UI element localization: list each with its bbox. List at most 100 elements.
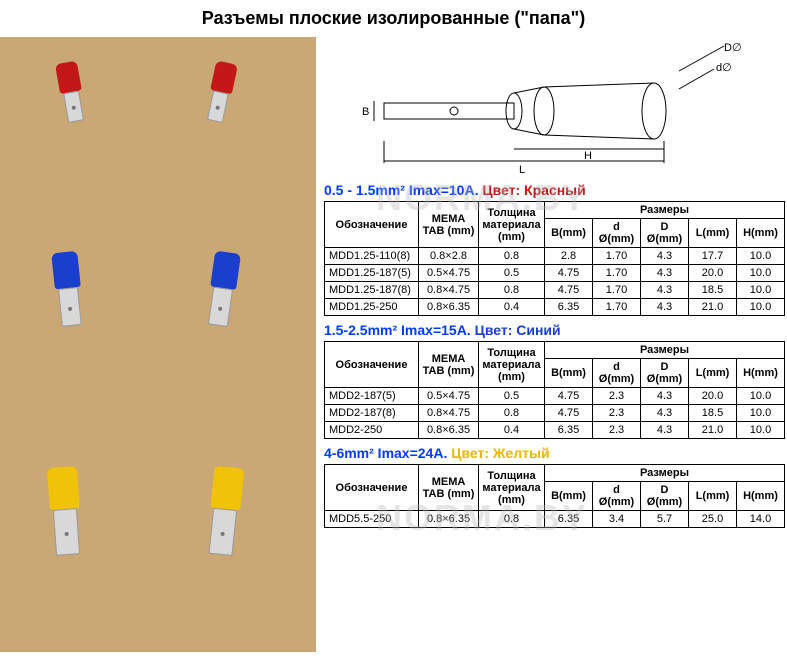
- cell-d: 1.70: [593, 265, 641, 282]
- col-mema: MEMA TAB (mm): [419, 342, 479, 388]
- cell-H: 10.0: [737, 405, 785, 422]
- spec-table: ОбозначениеMEMA TAB (mm)Толщина материал…: [324, 341, 785, 439]
- cell-D: 4.3: [641, 282, 689, 299]
- col-B: B(mm): [545, 359, 593, 388]
- section-color-label: Цвет: Желтый: [447, 445, 549, 461]
- cell-B: 4.75: [545, 405, 593, 422]
- terminal-illustration: [205, 466, 244, 557]
- cell-thickness: 0.4: [479, 422, 545, 439]
- cell-d: 2.3: [593, 422, 641, 439]
- cell-mema: 0.5×4.75: [419, 265, 479, 282]
- section-title: 0.5 - 1.5mm² Imax=10A. Цвет: Красный: [324, 182, 785, 198]
- cell-B: 4.75: [545, 265, 593, 282]
- table-row: MDD1.25-110(8)0.8×2.80.82.81.704.317.710…: [325, 248, 785, 265]
- product-photo: [0, 37, 316, 652]
- cell-H: 10.0: [737, 299, 785, 316]
- diagram-label-D: D∅: [724, 42, 742, 54]
- cell-L: 18.5: [689, 282, 737, 299]
- cell-designation: MDD2-187(5): [325, 388, 419, 405]
- table-row: MDD1.25-2500.8×6.350.46.351.704.321.010.…: [325, 299, 785, 316]
- cell-designation: MDD1.25-250: [325, 299, 419, 316]
- diagram-label-d: d∅: [716, 62, 732, 74]
- terminal-illustration: [55, 61, 87, 124]
- col-D: D Ø(mm): [641, 359, 689, 388]
- diagram-label-L: L: [519, 164, 525, 176]
- cell-thickness: 0.8: [479, 248, 545, 265]
- cell-D: 4.3: [641, 299, 689, 316]
- diagram-label-B: B: [362, 106, 369, 118]
- cell-B: 6.35: [545, 511, 593, 528]
- cell-mema: 0.8×6.35: [419, 299, 479, 316]
- cell-designation: MDD1.25-187(8): [325, 282, 419, 299]
- section-color-label: Цвет: Красный: [478, 182, 585, 198]
- cell-thickness: 0.5: [479, 388, 545, 405]
- cell-designation: MDD5.5-250: [325, 511, 419, 528]
- col-L: L(mm): [689, 359, 737, 388]
- col-thickness: Толщина материала (mm): [479, 342, 545, 388]
- content-row: D∅ d∅ H L B NORMA.BY NORMA.BY 0.5 - 1.5m…: [0, 37, 787, 652]
- cell-D: 5.7: [641, 511, 689, 528]
- diagram-label-H: H: [584, 150, 592, 162]
- cell-thickness: 0.8: [479, 282, 545, 299]
- dimension-diagram: D∅ d∅ H L B: [324, 41, 785, 176]
- cell-mema: 0.8×6.35: [419, 422, 479, 439]
- page-title: Разъемы плоские изолированные ("папа"): [0, 0, 787, 37]
- cell-L: 18.5: [689, 405, 737, 422]
- cell-d: 2.3: [593, 405, 641, 422]
- cell-mema: 0.8×6.35: [419, 511, 479, 528]
- col-dims: Размеры: [545, 342, 785, 359]
- col-thickness: Толщина материала (mm): [479, 202, 545, 248]
- col-thickness: Толщина материала (mm): [479, 465, 545, 511]
- cell-designation: MDD2-187(8): [325, 405, 419, 422]
- table-row: MDD1.25-187(5)0.5×4.750.54.751.704.320.0…: [325, 265, 785, 282]
- cell-mema: 0.8×4.75: [419, 405, 479, 422]
- spec-table: ОбозначениеMEMA TAB (mm)Толщина материал…: [324, 464, 785, 528]
- terminal-illustration: [51, 251, 85, 327]
- col-B: B(mm): [545, 482, 593, 511]
- section-spec-range: 0.5 - 1.5mm² Imax=10A.: [324, 182, 478, 198]
- col-D: D Ø(mm): [641, 482, 689, 511]
- cell-mema: 0.5×4.75: [419, 388, 479, 405]
- section-color-label: Цвет: Синий: [471, 322, 561, 338]
- cell-D: 4.3: [641, 422, 689, 439]
- cell-H: 10.0: [737, 248, 785, 265]
- col-d: d Ø(mm): [593, 482, 641, 511]
- terminal-illustration: [47, 466, 83, 556]
- cell-H: 10.0: [737, 282, 785, 299]
- col-d: d Ø(mm): [593, 359, 641, 388]
- table-row: MDD2-187(5)0.5×4.750.54.752.34.320.010.0: [325, 388, 785, 405]
- cell-B: 6.35: [545, 299, 593, 316]
- cell-B: 6.35: [545, 422, 593, 439]
- col-designation: Обозначение: [325, 342, 419, 388]
- col-mema: MEMA TAB (mm): [419, 202, 479, 248]
- col-dims: Размеры: [545, 202, 785, 219]
- terminal-illustration: [204, 60, 238, 123]
- cell-B: 2.8: [545, 248, 593, 265]
- col-designation: Обозначение: [325, 202, 419, 248]
- col-H: H(mm): [737, 219, 785, 248]
- cell-mema: 0.8×4.75: [419, 282, 479, 299]
- section-spec-range: 1.5-2.5mm² Imax=15A.: [324, 322, 471, 338]
- cell-D: 4.3: [641, 248, 689, 265]
- cell-thickness: 0.4: [479, 299, 545, 316]
- cell-thickness: 0.5: [479, 265, 545, 282]
- cell-designation: MDD1.25-110(8): [325, 248, 419, 265]
- col-dims: Размеры: [545, 465, 785, 482]
- spec-table: ОбозначениеMEMA TAB (mm)Толщина материал…: [324, 201, 785, 316]
- col-L: L(mm): [689, 219, 737, 248]
- cell-L: 20.0: [689, 265, 737, 282]
- terminal-illustration: [205, 251, 241, 328]
- cell-d: 1.70: [593, 299, 641, 316]
- col-D: D Ø(mm): [641, 219, 689, 248]
- cell-D: 4.3: [641, 265, 689, 282]
- col-B: B(mm): [545, 219, 593, 248]
- cell-thickness: 0.8: [479, 405, 545, 422]
- table-row: MDD5.5-2500.8×6.350.86.353.45.725.014.0: [325, 511, 785, 528]
- cell-B: 4.75: [545, 388, 593, 405]
- table-row: MDD1.25-187(8)0.8×4.750.84.751.704.318.5…: [325, 282, 785, 299]
- cell-thickness: 0.8: [479, 511, 545, 528]
- cell-L: 17.7: [689, 248, 737, 265]
- cell-designation: MDD1.25-187(5): [325, 265, 419, 282]
- cell-L: 21.0: [689, 422, 737, 439]
- section-title: 1.5-2.5mm² Imax=15A. Цвет: Синий: [324, 322, 785, 338]
